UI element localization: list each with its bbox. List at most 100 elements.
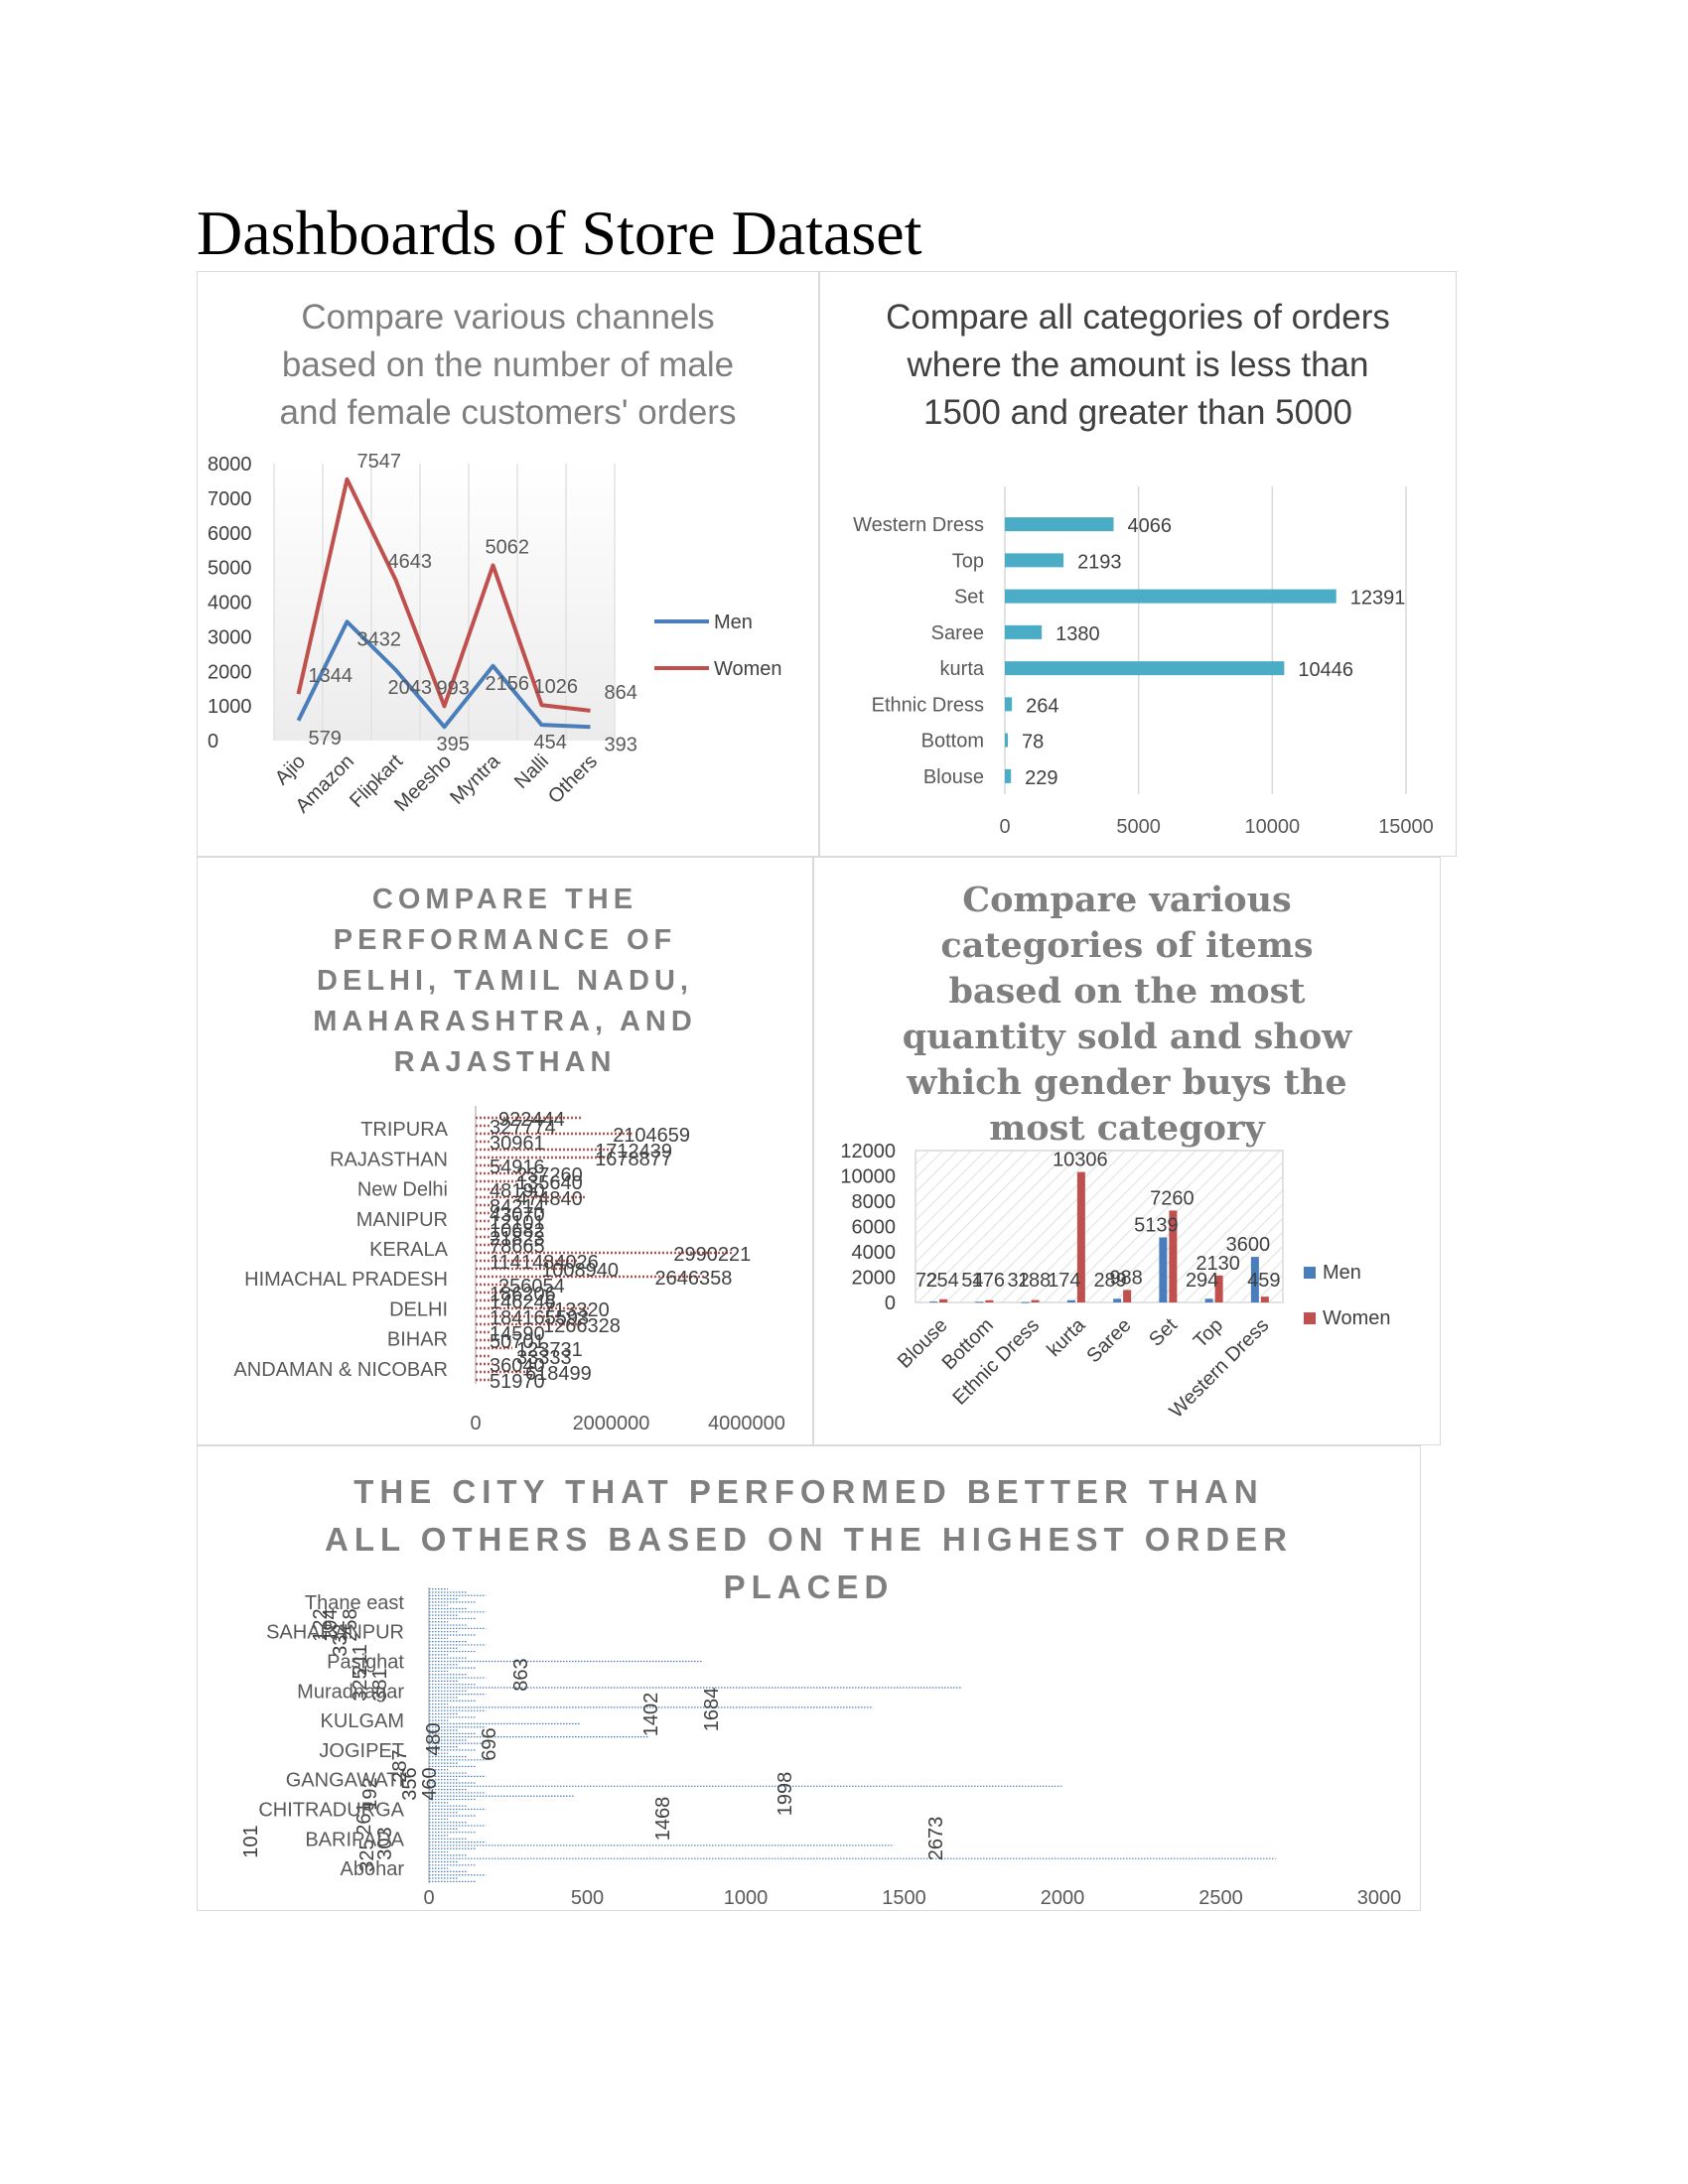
data-label: 10306 (1053, 1150, 1108, 1171)
y-tick-label: 4000 (208, 593, 252, 614)
y-tick-label: 6000 (208, 523, 252, 545)
x-tick-label: Nalli (510, 751, 553, 793)
y-tick-label: 3000 (208, 626, 252, 648)
y-tick-label: 4000 (852, 1242, 897, 1264)
data-label: 5139 (1134, 1214, 1179, 1236)
data-label: 327774 (490, 1117, 556, 1139)
y-tick-label: Western Dress (853, 514, 984, 536)
data-label: 395 (437, 734, 470, 755)
data-label: 1684 (701, 1688, 723, 1732)
y-tick-label: Muradnagar (297, 1681, 404, 1703)
data-label: 3432 (357, 628, 402, 650)
data-label: 480 (423, 1722, 445, 1755)
data-label: 32 (1008, 1270, 1030, 1292)
x-tick-label: 15000 (1378, 816, 1434, 838)
data-label: 1712439 (595, 1141, 672, 1162)
data-label: 10682 (490, 1220, 545, 1242)
data-label: 4643 (388, 551, 433, 573)
data-label: 12391 (1350, 588, 1406, 610)
data-label: 2646358 (655, 1268, 733, 1290)
channels-chart-panel: Compare various channels based on the nu… (197, 271, 819, 857)
data-label: 7260 (1150, 1187, 1195, 1209)
x-tick-label: 3000 (1357, 1887, 1402, 1909)
y-tick-label: Set (954, 587, 984, 609)
y-tick-label: Bottom (921, 731, 984, 752)
bar-women (985, 1299, 994, 1302)
x-tick-label: Set (1145, 1314, 1182, 1351)
y-tick-label: 10000 (840, 1166, 896, 1188)
data-label: 261 (353, 1802, 375, 1835)
data-label: 303 (374, 1827, 396, 1859)
data-label: 51970 (490, 1371, 545, 1393)
data-label: 54 (961, 1270, 983, 1292)
data-label: 1141484026 (490, 1252, 599, 1274)
data-label: 54916 (490, 1157, 545, 1178)
data-label: 289 (1093, 1270, 1126, 1292)
data-label: 5062 (486, 536, 530, 558)
y-tick-label: 2000 (852, 1268, 897, 1290)
cities-chart-panel: THE CITY THAT PERFORMED BETTER THAN ALL … (197, 1445, 1421, 1911)
data-label: 2043 (388, 677, 433, 699)
y-tick-label: Abohar (341, 1858, 405, 1880)
x-tick-label: 2500 (1198, 1887, 1243, 1909)
y-tick-label: 5000 (208, 558, 252, 580)
bar-men (1021, 1301, 1030, 1303)
data-label: 922444 (498, 1109, 565, 1131)
y-tick-label: MANIPUR (356, 1209, 448, 1231)
data-label: 78665 (490, 1236, 545, 1258)
y-tick-label: 0 (208, 731, 218, 752)
data-label: 188 (1018, 1270, 1051, 1292)
data-label: 2673 (925, 1817, 947, 1861)
data-label: 48190 (490, 1180, 545, 1202)
bar-women (1031, 1299, 1040, 1302)
bar (1005, 517, 1114, 532)
x-tick-label: Others (544, 751, 602, 808)
x-tick-label: Top (1190, 1314, 1227, 1352)
y-tick-label: 1000 (208, 696, 252, 718)
legend-label: Women (714, 658, 782, 680)
data-label: 2156 (486, 673, 530, 695)
data-label: 7547 (357, 451, 402, 473)
data-label: 993 (437, 677, 470, 699)
data-label: 294 (1186, 1270, 1218, 1292)
data-label: 2193 (1077, 551, 1122, 573)
x-tick-label: 500 (571, 1887, 604, 1909)
x-tick-label: 0 (423, 1887, 434, 1909)
data-label: 135640 (516, 1172, 583, 1194)
data-label: 256054 (498, 1276, 565, 1297)
bar-men (1159, 1237, 1168, 1302)
bar-women (1260, 1297, 1269, 1302)
data-label: 460 (419, 1767, 441, 1800)
y-tick-label: GANGAWATI (286, 1770, 404, 1792)
y-tick-label: New Delhi (357, 1179, 448, 1201)
bar-women (939, 1298, 948, 1302)
x-tick-label: 0 (999, 816, 1010, 838)
data-label: 33333 (516, 1347, 572, 1369)
bar-men (1113, 1298, 1122, 1302)
states-chart-panel: COMPARE THE PERFORMANCE OF DELHI, TAMIL … (197, 857, 813, 1445)
data-label: 192 (359, 1777, 381, 1810)
data-label: 988 (1109, 1267, 1142, 1289)
channels-line-chart: 010002000300040005000600070008000AjioAma… (208, 451, 782, 818)
data-label: 14590 (490, 1323, 545, 1345)
x-tick-label: 0 (470, 1413, 481, 1434)
data-label: 2130 (1196, 1253, 1240, 1275)
data-label: 10446 (1298, 659, 1353, 681)
data-label: 618499 (525, 1363, 592, 1385)
bar-women (1169, 1210, 1178, 1302)
x-tick-label: 2000 (1041, 1887, 1085, 1909)
data-label: 254 (925, 1270, 958, 1292)
legend-swatch-men (1304, 1267, 1316, 1279)
y-tick-label: TRIPURA (360, 1119, 448, 1141)
x-tick-label: kurta (1043, 1313, 1090, 1361)
legend-swatch-women (1304, 1312, 1316, 1324)
data-label: 1380 (1055, 623, 1100, 645)
data-label: 1266328 (543, 1315, 621, 1337)
x-tick-label: 2000000 (573, 1413, 650, 1434)
y-tick-label: KULGAM (321, 1710, 404, 1732)
bar-women (1123, 1290, 1132, 1302)
y-tick-label: SAHARANPUR (266, 1622, 404, 1644)
legend-label: Men (1323, 1262, 1361, 1284)
data-label: 12101 (490, 1212, 545, 1234)
y-tick-label: Pasighat (327, 1652, 404, 1674)
